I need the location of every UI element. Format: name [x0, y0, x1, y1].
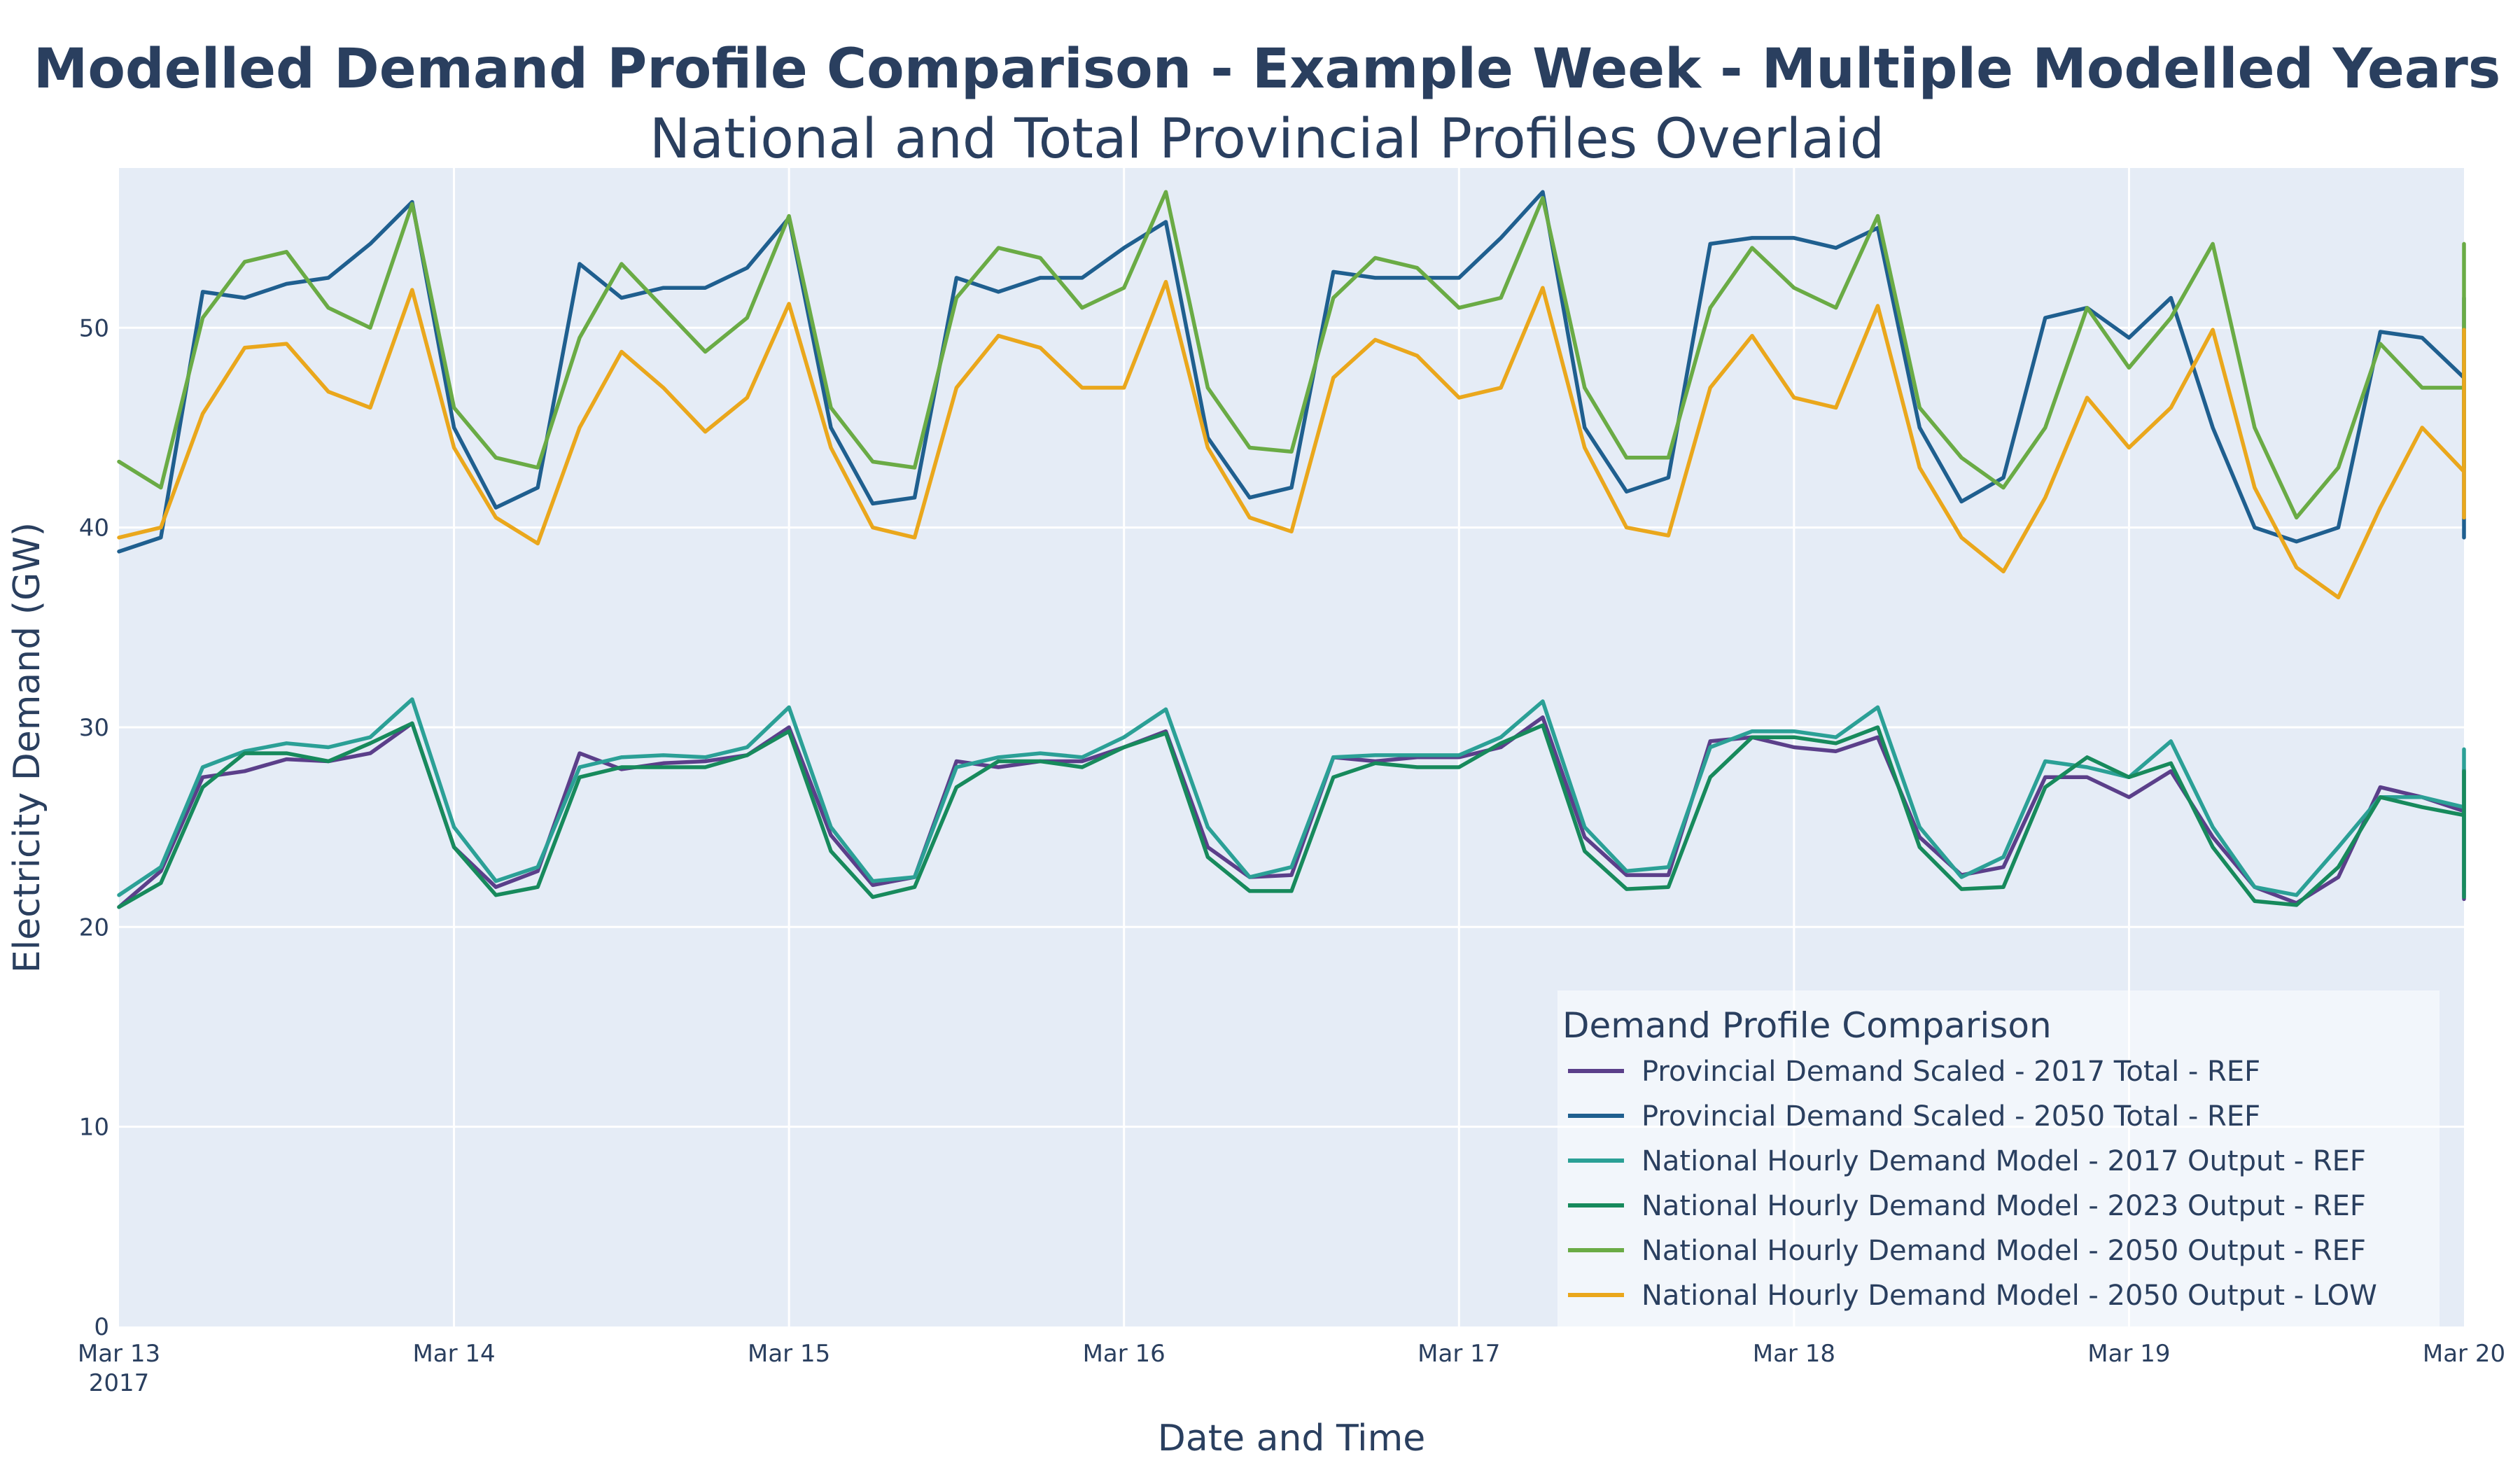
x-tick-label: Mar 19: [2087, 1340, 2170, 1368]
legend-item[interactable]: Provincial Demand Scaled - 2017 Total - …: [1568, 1056, 2260, 1088]
legend-label: Provincial Demand Scaled - 2017 Total - …: [1642, 1056, 2260, 1088]
y-tick-label: 40: [79, 514, 109, 542]
legend-box: [1558, 990, 2440, 1326]
y-tick-label: 0: [94, 1313, 109, 1341]
legend-item[interactable]: National Hourly Demand Model - 2017 Outp…: [1568, 1145, 2366, 1177]
legend-label: Provincial Demand Scaled - 2050 Total - …: [1642, 1100, 2260, 1133]
y-tick-label: 20: [79, 913, 109, 941]
series-line-1: [117, 715, 2466, 909]
legend[interactable]: Demand Profile Comparison Provincial Dem…: [1558, 990, 2440, 1326]
y-axis-title: Electricity Demand (GW): [6, 522, 48, 973]
legend-title: Demand Profile Comparison: [1562, 1005, 2052, 1046]
x-tick-label: Mar 15: [748, 1340, 830, 1368]
y-tick-label: 50: [79, 314, 109, 342]
y-axis-ticks: 0 10 20 30 40 50: [79, 314, 109, 1341]
legend-label: National Hourly Demand Model - 2017 Outp…: [1642, 1145, 2366, 1177]
x-tick-label: Mar 20: [2423, 1340, 2505, 1368]
legend-items: Provincial Demand Scaled - 2017 Total - …: [1568, 1056, 2377, 1312]
x-tick-year-label: 2017: [89, 1369, 150, 1397]
series-line-5: [117, 190, 2466, 520]
x-axis-title: Date and Time: [1158, 1418, 1425, 1460]
x-tick-label: Mar 14: [412, 1340, 495, 1368]
series-line-6: [117, 279, 2466, 600]
series-line-3: [117, 697, 2466, 897]
legend-label: National Hourly Demand Model - 2023 Outp…: [1642, 1190, 2366, 1222]
legend-item[interactable]: Provincial Demand Scaled - 2050 Total - …: [1568, 1100, 2260, 1133]
series-layer: [117, 190, 2466, 909]
x-tick-label: Mar 13: [78, 1340, 160, 1368]
legend-item[interactable]: National Hourly Demand Model - 2050 Outp…: [1568, 1235, 2366, 1267]
legend-label: National Hourly Demand Model - 2050 Outp…: [1642, 1235, 2366, 1267]
x-tick-label: Mar 16: [1083, 1340, 1166, 1368]
legend-item[interactable]: National Hourly Demand Model - 2050 Outp…: [1568, 1280, 2377, 1312]
x-tick-label: Mar 17: [1418, 1340, 1500, 1368]
y-tick-label: 30: [79, 714, 109, 742]
y-tick-label: 10: [79, 1114, 109, 1142]
legend-item[interactable]: National Hourly Demand Model - 2023 Outp…: [1568, 1190, 2366, 1222]
chart-title: Modelled Demand Profile Comparison - Exa…: [34, 38, 2501, 101]
series-line-2: [117, 190, 2466, 554]
x-tick-label: Mar 18: [1753, 1340, 1835, 1368]
chart-subtitle: National and Total Provincial Profiles O…: [650, 108, 1884, 171]
legend-label: National Hourly Demand Model - 2050 Outp…: [1642, 1280, 2377, 1312]
series-line-4: [117, 721, 2466, 909]
